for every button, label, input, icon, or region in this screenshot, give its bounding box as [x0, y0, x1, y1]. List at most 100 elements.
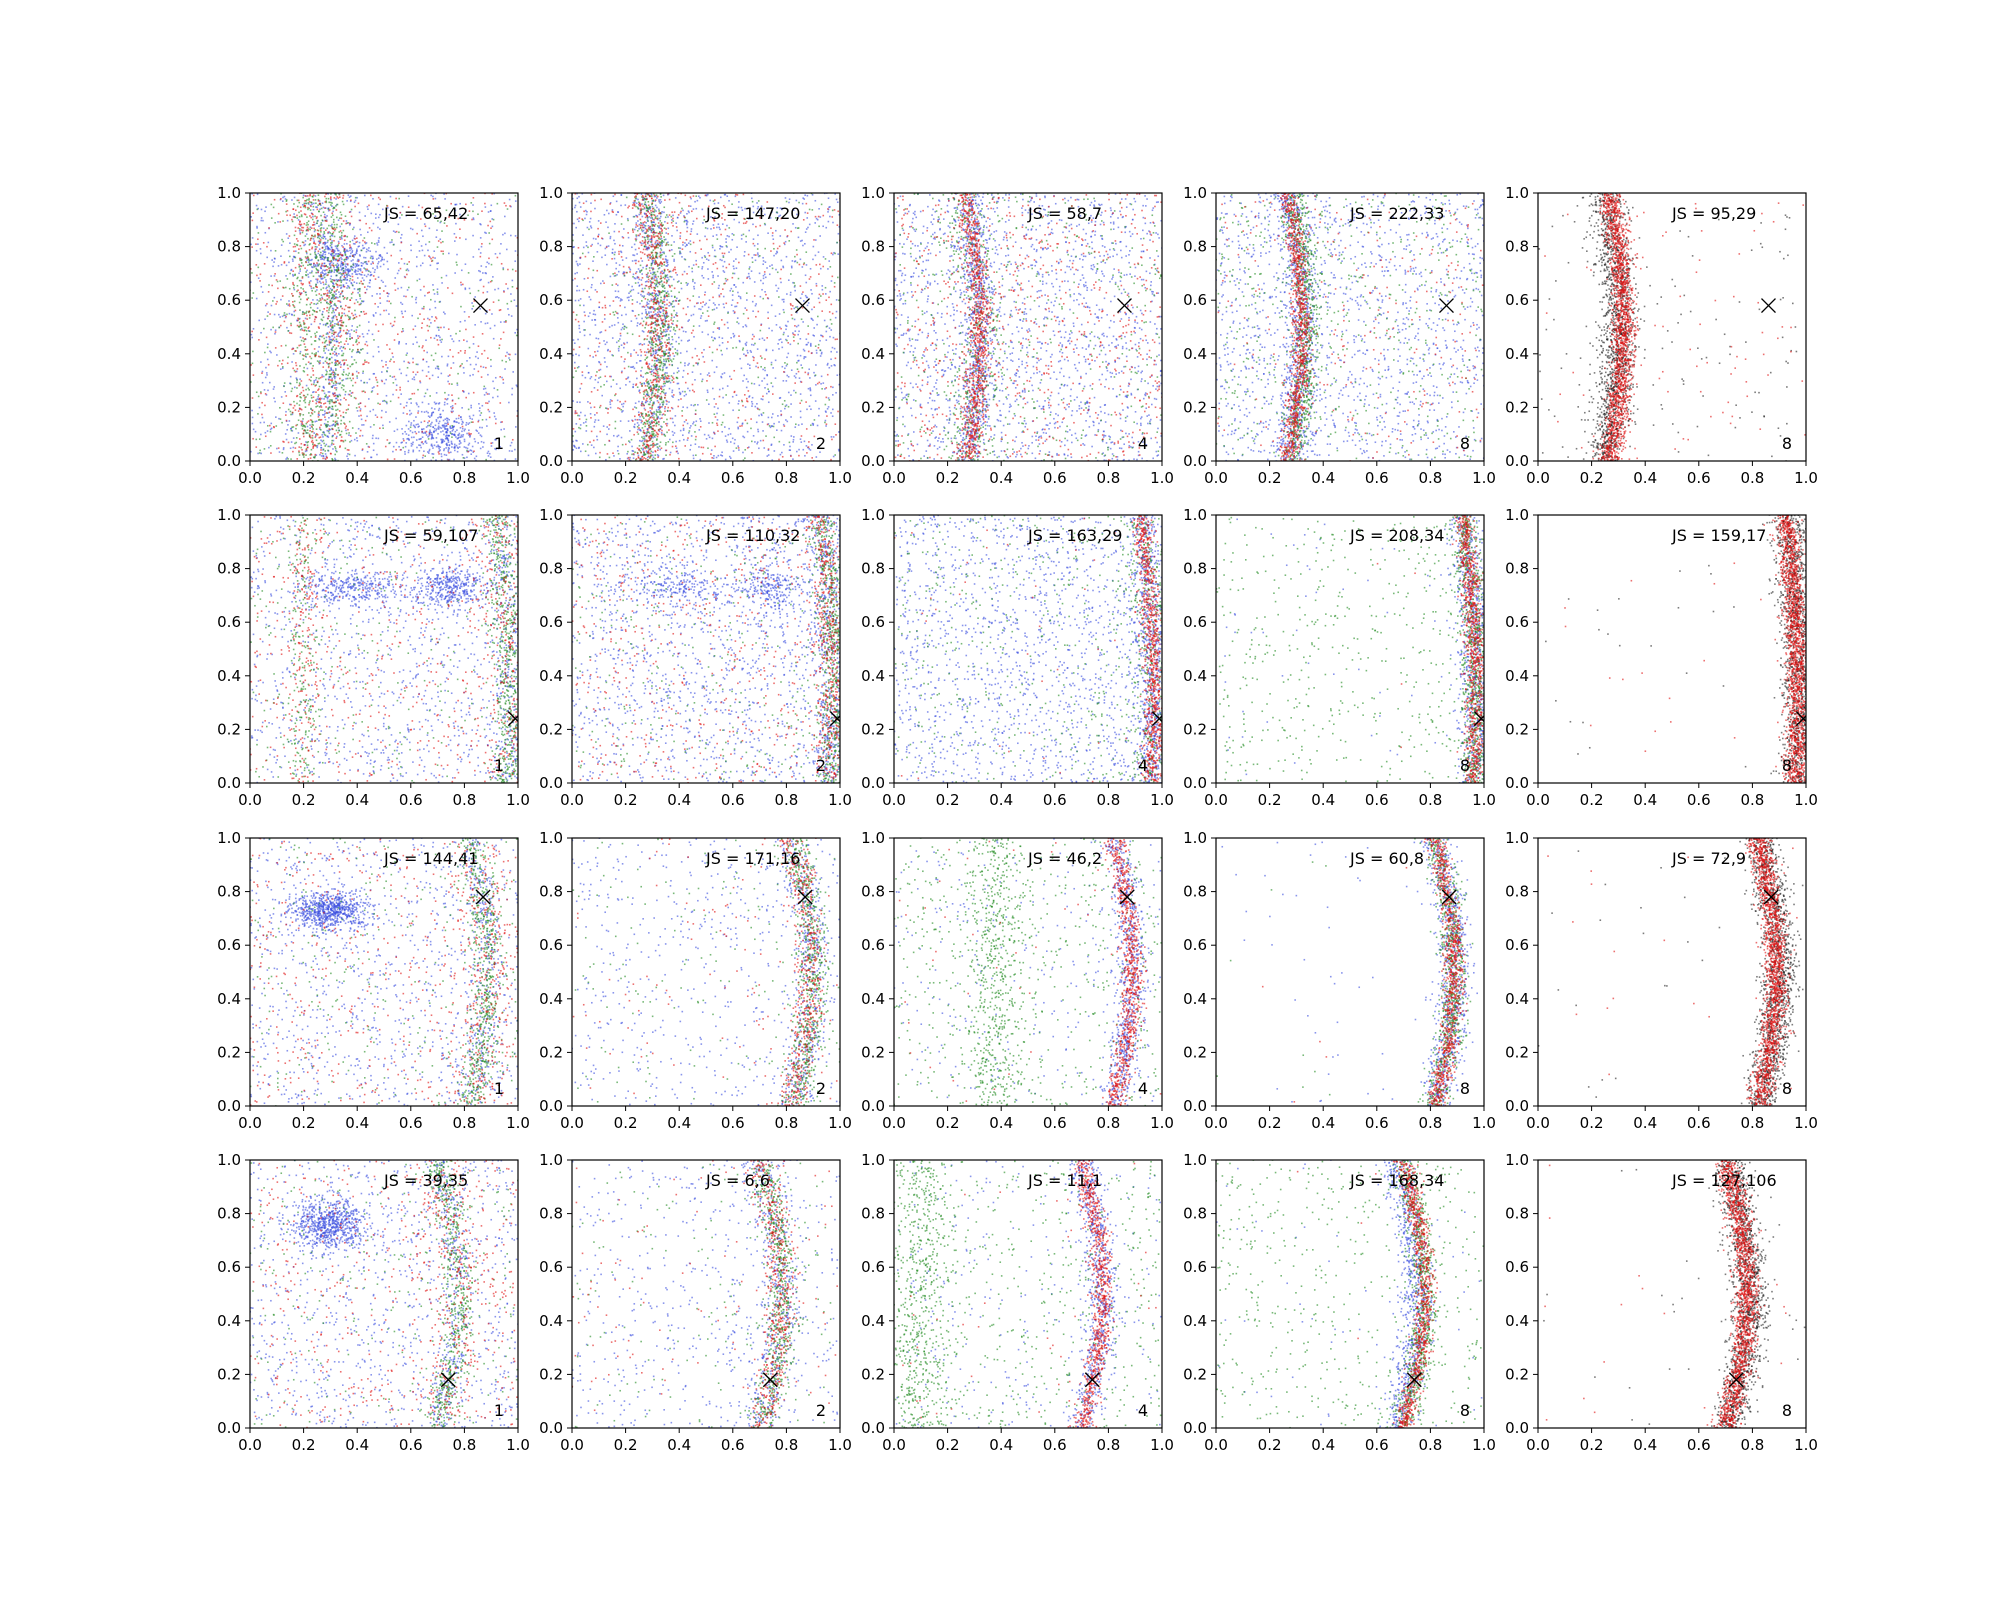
data-point: [802, 203, 804, 205]
data-point: [762, 338, 764, 340]
data-point: [364, 215, 366, 217]
data-point: [830, 329, 832, 331]
data-point: [828, 397, 830, 399]
data-point: [343, 371, 345, 373]
data-point: [719, 389, 721, 391]
data-point: [377, 267, 379, 269]
data-point: [373, 223, 375, 225]
data-point: [322, 202, 324, 204]
data-point: [303, 341, 305, 343]
data-point: [337, 246, 339, 248]
data-point: [636, 362, 638, 364]
data-point: [786, 365, 788, 367]
data-point: [289, 256, 291, 258]
data-point: [312, 442, 314, 444]
data-point: [327, 398, 329, 400]
data-point: [396, 384, 398, 386]
data-point: [795, 330, 797, 332]
data-point: [745, 241, 747, 243]
data-point: [623, 361, 625, 363]
data-point: [579, 290, 581, 292]
data-point: [783, 332, 785, 334]
data-point: [775, 377, 777, 379]
data-point: [439, 416, 441, 418]
data-point: [322, 320, 324, 322]
data-point: [341, 312, 343, 314]
data-point: [383, 290, 385, 292]
data-point: [360, 380, 362, 382]
data-point: [782, 299, 784, 301]
data-point: [441, 427, 443, 429]
data-point: [261, 217, 263, 219]
data-point: [452, 407, 454, 409]
data-point: [306, 330, 308, 332]
data-point: [327, 240, 329, 242]
data-point: [597, 350, 599, 352]
data-point: [417, 412, 419, 414]
data-point: [810, 268, 812, 270]
data-point: [810, 389, 812, 391]
data-point: [260, 253, 262, 255]
data-point: [366, 382, 368, 384]
data-point: [301, 443, 303, 445]
data-point: [618, 297, 620, 299]
data-point: [628, 284, 630, 286]
data-point: [395, 418, 397, 420]
data-point: [822, 225, 824, 227]
data-point: [354, 254, 356, 256]
data-point: [325, 293, 327, 295]
data-point: [323, 273, 325, 275]
data-point: [268, 284, 270, 286]
data-point: [462, 390, 464, 392]
data-point: [359, 295, 361, 297]
data-point: [270, 445, 272, 447]
data-point: [727, 434, 729, 436]
data-point: [281, 363, 283, 365]
data-point: [321, 227, 323, 229]
data-point: [352, 279, 354, 281]
data-point: [424, 255, 426, 257]
data-point: [690, 425, 692, 427]
data-point: [317, 220, 319, 222]
data-point: [406, 425, 408, 427]
data-point: [313, 391, 315, 393]
data-point: [464, 428, 466, 430]
data-point: [813, 372, 815, 374]
data-point: [367, 352, 369, 354]
data-point: [265, 206, 267, 208]
data-point: [447, 435, 449, 437]
data-point: [264, 448, 266, 450]
data-point: [327, 260, 329, 262]
data-point: [302, 277, 304, 279]
data-point: [304, 343, 306, 345]
data-point: [347, 375, 349, 377]
data-point: [771, 264, 773, 266]
data-point: [297, 245, 299, 247]
data-point: [440, 416, 442, 418]
data-point: [347, 315, 349, 317]
data-point: [314, 319, 316, 321]
data-point: [422, 345, 424, 347]
data-point: [410, 430, 412, 432]
data-point: [830, 412, 832, 414]
data-point: [338, 314, 340, 316]
data-point: [673, 306, 675, 308]
data-point: [695, 420, 697, 422]
data-point: [320, 377, 322, 379]
data-point: [296, 215, 298, 217]
data-point: [493, 219, 495, 221]
data-point: [318, 411, 320, 413]
data-point: [335, 304, 337, 306]
data-point: [619, 458, 621, 460]
data-point: [329, 236, 331, 238]
data-point: [588, 348, 590, 350]
data-point: [332, 406, 334, 408]
data-point: [275, 331, 277, 333]
data-point: [502, 267, 504, 269]
data-point: [451, 442, 453, 444]
data-point: [313, 374, 315, 376]
data-point: [299, 259, 301, 261]
data-point: [447, 381, 449, 383]
data-point: [294, 443, 296, 445]
data-point: [305, 327, 307, 329]
